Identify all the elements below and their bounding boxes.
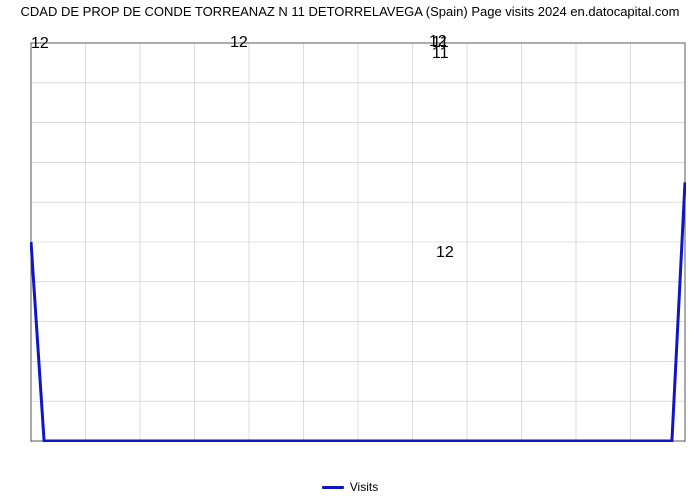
legend-swatch xyxy=(322,486,344,489)
plot-area: 1212121212111112 xyxy=(30,42,686,442)
y-tick-label: 12 xyxy=(31,35,49,53)
legend-label: Visits xyxy=(350,480,378,494)
plot-svg xyxy=(30,42,686,442)
chart-root: { "chart": { "type": "line-spike", "titl… xyxy=(0,0,700,500)
y-tick-label: 12 xyxy=(230,34,248,52)
chart-title: CDAD DE PROP DE CONDE TORREANAZ N 11 DET… xyxy=(0,0,700,20)
x-corner-right: 12 xyxy=(436,244,454,262)
x-secondary-right: 11 xyxy=(432,45,449,63)
legend: Visits xyxy=(0,480,700,494)
